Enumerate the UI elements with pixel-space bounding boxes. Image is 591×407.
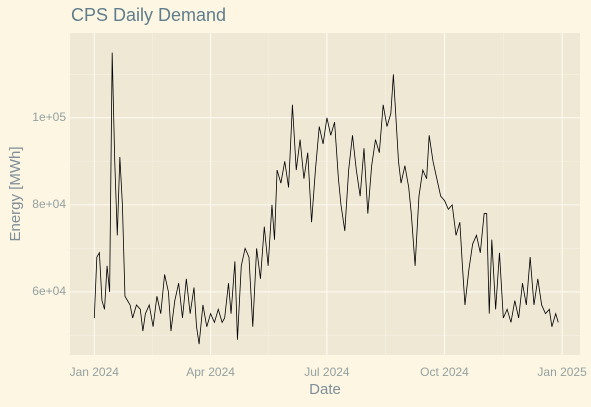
x-tick-label: Jan 2025 <box>537 365 587 379</box>
chart-title: CPS Daily Demand <box>71 5 226 25</box>
x-tick-label: Jan 2024 <box>70 365 120 379</box>
x-axis-title: Date <box>309 381 341 398</box>
line <box>93 52 559 345</box>
y-tick-label: 8e+04 <box>32 197 66 211</box>
x-tick-label: Jul 2024 <box>304 365 350 379</box>
y-tick-label: 6e+04 <box>32 284 66 298</box>
y-tick-label: 1e+05 <box>32 110 66 124</box>
y-axis-title: Energy [MWh] <box>7 146 24 241</box>
x-tick-label: Apr 2024 <box>186 365 235 379</box>
x-tick-label: Oct 2024 <box>420 365 469 379</box>
